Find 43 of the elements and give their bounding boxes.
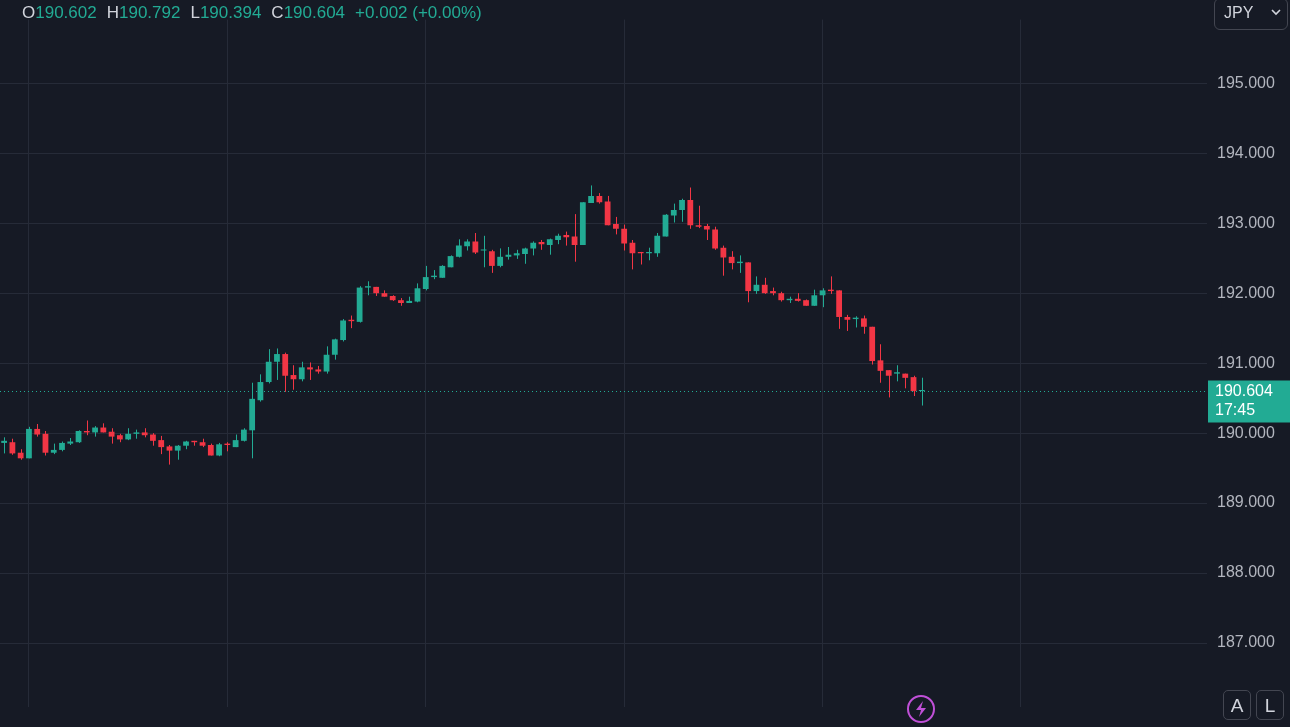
candlestick [422, 265, 429, 291]
annotation: +0.002 (+0.00%) [355, 3, 482, 22]
text: A [1223, 690, 1251, 720]
candlestick [282, 352, 289, 393]
y-tick-label: 194.000 [1217, 143, 1275, 161]
candlestick [158, 435, 165, 455]
y-tick-label: 191.000 [1217, 353, 1275, 371]
candlestick [472, 232, 479, 255]
annotation: C190.604 [271, 3, 346, 22]
y-tick-label: 187.000 [1217, 633, 1275, 651]
y-tick-label: 193.000 [1217, 213, 1275, 231]
candlestick [654, 232, 661, 258]
candlestick [480, 235, 487, 268]
candlestick [621, 224, 628, 251]
text: JPY [1214, 0, 1288, 30]
candlestick [720, 245, 727, 277]
candlestick [679, 198, 685, 223]
candlestick [695, 205, 702, 229]
y-tick-label: 190.000 [1217, 423, 1275, 441]
candlestick [340, 318, 346, 342]
candlestick [712, 226, 718, 251]
text: L [1256, 690, 1284, 720]
candlestick [265, 348, 272, 384]
candlestick [497, 247, 504, 268]
candlestick [728, 250, 735, 270]
ref-line-label: 190.604 17:45 [1215, 381, 1273, 418]
candlestick [861, 315, 867, 335]
candlestick [604, 195, 611, 226]
candlestick [885, 369, 892, 398]
candlestick [298, 361, 305, 382]
y-tick-label: 195.000 [1217, 73, 1275, 91]
candlestick [489, 249, 495, 274]
candlestick [670, 203, 677, 224]
y-tick-label: 189.000 [1217, 493, 1275, 511]
candlestick [166, 444, 173, 466]
y-tick-label: 192.000 [1217, 283, 1275, 301]
candlestick [877, 343, 884, 384]
candlestick [307, 361, 313, 381]
annotation: O190.602 [22, 3, 97, 22]
annotation: H190.792 [106, 3, 181, 22]
y-tick-label: 188.000 [1217, 563, 1275, 581]
candlestick [274, 347, 280, 381]
annotation: L190.394 [190, 3, 262, 22]
